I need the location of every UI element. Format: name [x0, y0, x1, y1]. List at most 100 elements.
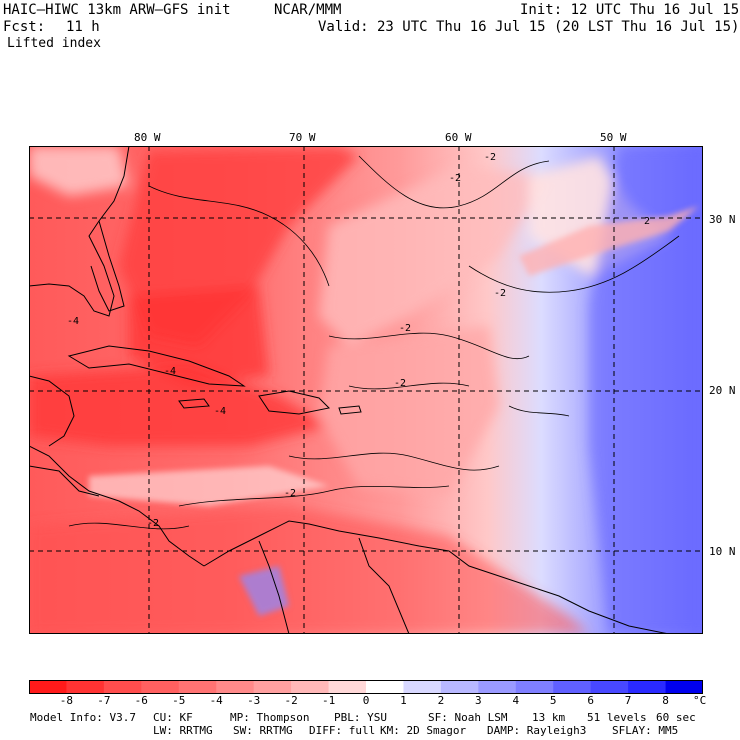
- valid-time: Valid: 23 UTC Thu 16 Jul 15 (20 LST Thu …: [318, 19, 740, 35]
- colorbar-cell: [440, 680, 479, 694]
- footer-surface: SF: Noah LSM: [428, 711, 508, 724]
- latlon-grid: [29, 146, 703, 634]
- contour-label: -2: [399, 323, 411, 334]
- field-name: Lifted index: [7, 36, 101, 51]
- colorbar-cell: [291, 680, 330, 694]
- footer-surface-layer: SFLAY: MM5: [612, 724, 679, 737]
- coast-north-america-east: [29, 146, 130, 317]
- coast-yucatan: [29, 375, 75, 447]
- contour-label: -4: [214, 406, 226, 417]
- colorbar-tick-label: -5: [172, 694, 186, 707]
- coast-central-america: [29, 445, 205, 567]
- colorbar-cell: [628, 680, 667, 694]
- colorbar-cell: [328, 680, 367, 694]
- field-region-caribbean: [29, 366, 329, 446]
- colorbar-tick-label: 3: [474, 694, 482, 707]
- lon-label-50w: 50 W: [600, 131, 627, 144]
- field-region-pink-band: [319, 166, 549, 346]
- field-region-atlantic-pink: [319, 326, 499, 496]
- coast-puerto-rico: [338, 405, 362, 415]
- footer-damping: DAMP: Rayleigh3: [487, 724, 587, 737]
- footer-model-info: Model Info: V3.7: [30, 711, 136, 724]
- colorbar-tick-label: 1: [400, 694, 407, 707]
- field-region-blue-east: [589, 146, 703, 634]
- footer-km: KM: 2D Smagor: [380, 724, 467, 737]
- coast-hispaniola: [258, 390, 331, 415]
- contour-label: -2: [449, 173, 461, 184]
- org-label: NCAR/MMM: [274, 2, 342, 18]
- field-region-bahamas: [129, 286, 269, 386]
- footer-longwave: LW: RRTMG: [153, 724, 213, 737]
- colorbar-tick-label: -3: [247, 694, 261, 707]
- field-streak-white-band: [89, 466, 329, 506]
- colorbar-ticks: -8 -7 -6 -5 -4 -3 -2 -1 0 1 2 3 4 5 6 7 8: [29, 694, 703, 708]
- colorbar-cell: [141, 680, 180, 694]
- colorbar-tick-label: 5: [549, 694, 557, 707]
- footer-levels: 51 levels: [587, 711, 647, 724]
- contour-line-southwest: [68, 522, 190, 530]
- colorbar-cell: [66, 680, 105, 694]
- contour-line-central-atlantic: [348, 382, 470, 390]
- colorbar-tick-label: 8: [662, 694, 669, 707]
- lon-label-70w: 70 W: [289, 131, 316, 144]
- contour-label: -2: [284, 488, 296, 499]
- coast-florida: [90, 220, 125, 312]
- colorbar-unit: °C: [693, 694, 707, 707]
- footer-pbl: PBL: YSU: [334, 711, 387, 724]
- coastlines: [29, 146, 670, 634]
- colorbar-tick-label: -2: [284, 694, 298, 707]
- contour-line-north: [358, 155, 550, 209]
- colorbar-cells: [29, 680, 703, 694]
- colorbar-cell: [478, 680, 517, 694]
- lat-label-30n: 30 N: [709, 213, 736, 226]
- lat-label-10n: 10 N: [709, 545, 736, 558]
- contour-label: 2: [644, 216, 650, 227]
- colorbar-frame: [29, 680, 703, 694]
- contour-line-caribbean: [288, 452, 500, 471]
- colorbar-cell: [515, 680, 554, 694]
- footer-diffusion: DIFF: full: [309, 724, 376, 737]
- footer-microphysics: MP: Thompson: [230, 711, 310, 724]
- forecast-hour: 11 h: [66, 19, 100, 35]
- colorbar-tick-label: 2: [437, 694, 445, 707]
- contour-label: -2: [494, 288, 506, 299]
- footer-cumulus: CU: KF: [153, 711, 193, 724]
- forecast-label: Fcst:: [3, 19, 46, 35]
- footer-timestep: 60 sec: [656, 711, 696, 724]
- contour-label: -2: [147, 518, 159, 529]
- contour-label: -2: [394, 378, 406, 389]
- colorbar-tick-label: -4: [209, 694, 223, 707]
- colorbar-tick-label: -1: [321, 694, 336, 707]
- colorbar-cell: [253, 680, 292, 694]
- contour-line-east-atlantic: [508, 405, 570, 417]
- colorbar-tick-label: 4: [512, 694, 520, 707]
- lat-label-20n: 20 N: [709, 384, 736, 397]
- colorbar-tick-label: 6: [587, 694, 594, 707]
- lifted-index-map: -2 -2 -2 -2 -2 -2 -2 -4 -4 -4 2: [29, 146, 703, 634]
- border-south-america-interior: [258, 540, 290, 634]
- model-title: HAIC–HIWC 13km ARW–GFS init: [3, 2, 231, 18]
- colorbar-cell: [403, 680, 442, 694]
- contour-line-northwest: [148, 185, 330, 287]
- field-region-northwest-light: [29, 146, 129, 196]
- contour-label: -4: [164, 366, 176, 377]
- footer-shortwave: SW: RRTMG: [233, 724, 293, 737]
- contour-line-subtropical-ridge: [328, 332, 530, 360]
- colorbar-tick-label: -7: [97, 694, 111, 707]
- colorbar-cell: [590, 680, 629, 694]
- contour-label: -2: [484, 152, 496, 163]
- colorbar-cell: [366, 680, 404, 694]
- colorbar-cell: [216, 680, 255, 694]
- map-frame: [29, 146, 703, 634]
- colorbar-cell: [103, 680, 142, 694]
- colorbar-tick-label: 7: [624, 694, 632, 707]
- colorbar-tick-label: 0: [362, 694, 370, 707]
- border-venezuela-colombia: [358, 537, 410, 634]
- colorbar-cell: [665, 680, 703, 694]
- field-region-south-red: [29, 506, 589, 634]
- contour-labels: -2 -2 -2 -2 -2 -2 -2 -4 -4 -4 2: [67, 152, 650, 529]
- field-streak-pink-filament: [519, 206, 699, 276]
- contour-lines: [68, 155, 680, 530]
- lon-label-60w: 60 W: [445, 131, 472, 144]
